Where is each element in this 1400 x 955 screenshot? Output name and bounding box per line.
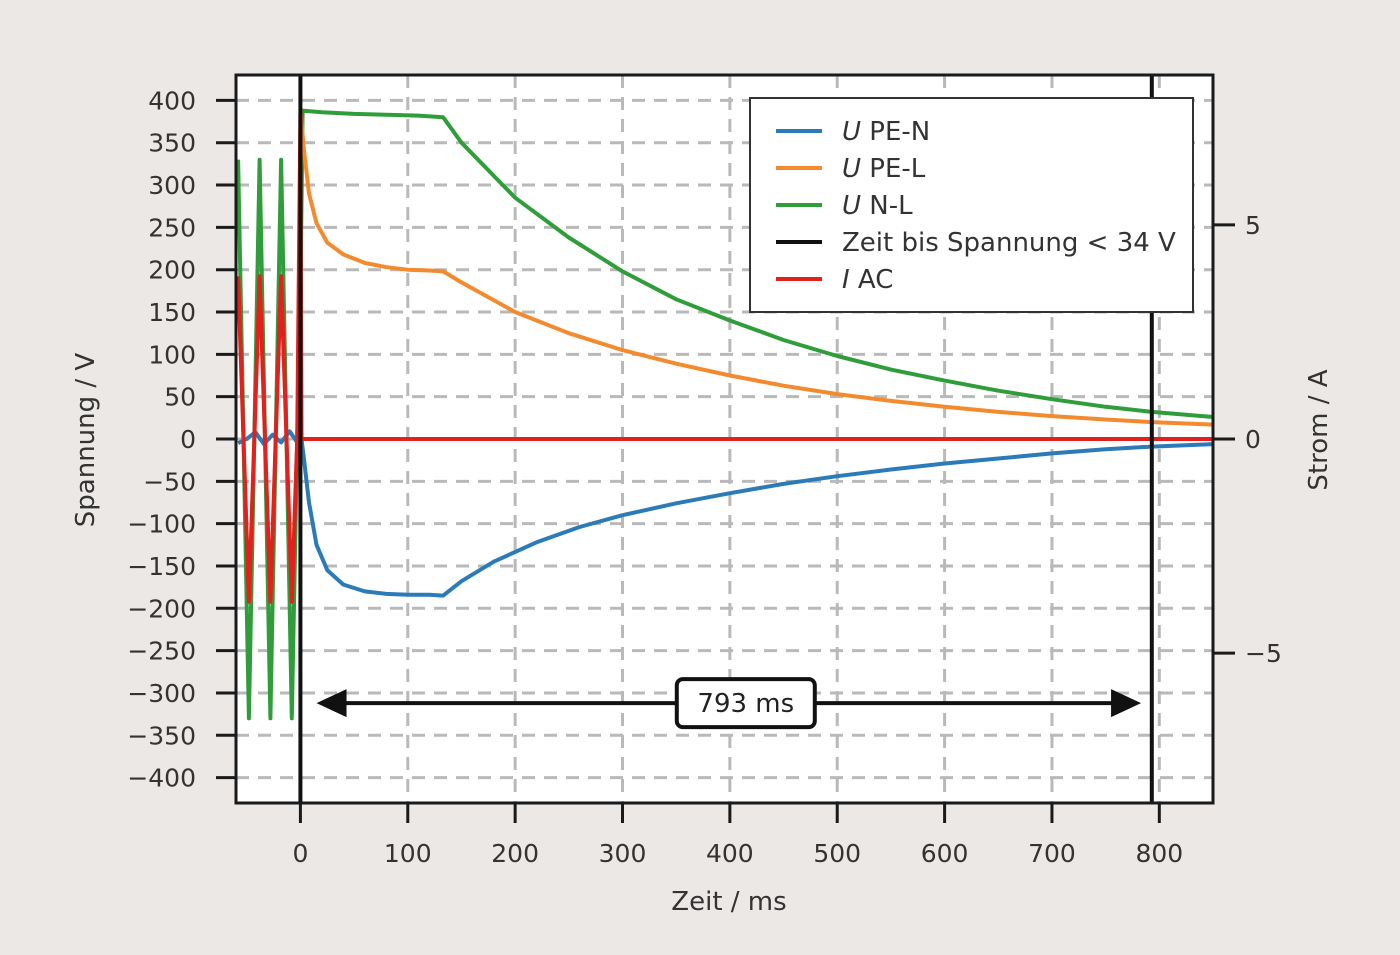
series-line-u-pe-l (298, 108, 1214, 427)
duration-annotation: 793 ms (316, 677, 1142, 730)
y-tick-label: −300 (127, 679, 196, 708)
y2-axis-label: Strom / A (1304, 369, 1334, 490)
y-tick-label: 200 (148, 256, 196, 285)
x-tick-label: 200 (491, 839, 539, 868)
y-tick-label: 350 (148, 129, 196, 158)
x-axis-label: Zeit / ms (671, 887, 786, 917)
legend-entry: U PE-N (842, 117, 930, 147)
y-tick-label: −400 (127, 764, 196, 793)
x-tick-label: 800 (1135, 839, 1183, 868)
arrow-head-left (316, 689, 347, 718)
legend-box (749, 97, 1194, 313)
x-tick-label: 600 (921, 839, 969, 868)
y-tick-label: −150 (127, 552, 196, 581)
y-tick-label: 400 (148, 86, 196, 115)
y-tick-label: −250 (127, 637, 196, 666)
ticks: 0 100 200 300 400 500 600 700 800400350300250200… (127, 86, 1282, 868)
x-tick-label: 700 (1028, 839, 1076, 868)
y-tick-label: −350 (127, 721, 196, 750)
y-tick-label: 300 (148, 171, 196, 200)
y-tick-label: 250 (148, 213, 196, 242)
y-tick-label: 50 (164, 383, 196, 412)
arrow-head-right (1111, 689, 1142, 718)
legend-entry: U PE-L (842, 154, 926, 184)
y-tick-label: −200 (127, 594, 196, 623)
x-tick-label: 0 (292, 839, 308, 868)
legend-entry: I AC (842, 265, 893, 295)
y2-tick-label: 0 (1245, 425, 1261, 454)
x-tick-label: 500 (813, 839, 861, 868)
y-tick-label: 0 (180, 425, 196, 454)
y-tick-label: 150 (148, 298, 196, 327)
y2-tick-label: −5 (1245, 639, 1282, 668)
y-tick-label: −50 (143, 467, 196, 496)
x-tick-label: 100 (384, 839, 432, 868)
annotation-label: 793 ms (697, 689, 794, 719)
legend: U PE-N U PE-L U N-L Zeit bis Spannung < 34 … (749, 97, 1194, 313)
y2-tick-label: 5 (1245, 211, 1261, 240)
annotation-box (674, 677, 817, 730)
x-tick-label: 300 (599, 839, 647, 868)
legend-entry: Zeit bis Spannung < 34 V (842, 228, 1176, 258)
y-tick-label: 100 (148, 340, 196, 369)
y-tick-label: −100 (127, 510, 196, 539)
legend-entry: U N-L (842, 191, 913, 221)
y-axis-label: Spannung / V (71, 353, 101, 528)
x-tick-label: 400 (706, 839, 754, 868)
